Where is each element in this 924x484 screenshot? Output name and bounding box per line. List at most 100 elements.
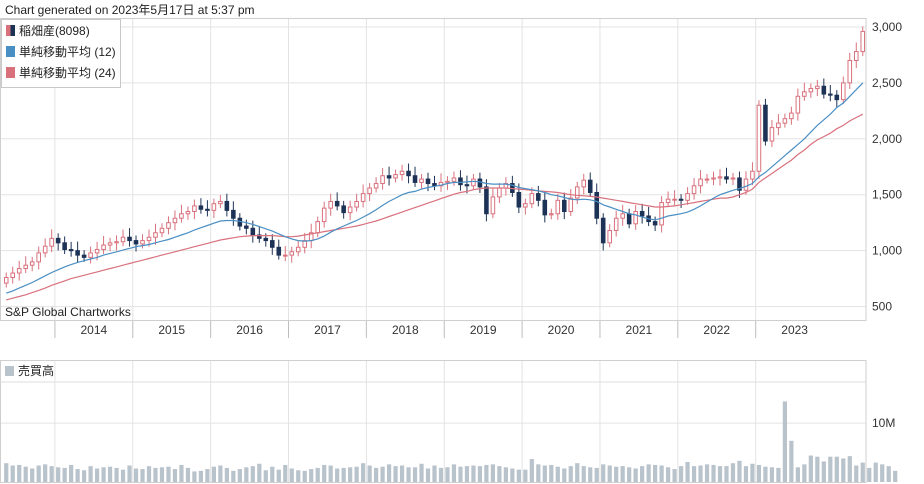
candle: [406, 170, 411, 177]
volume-bar: [218, 465, 223, 482]
candle: [529, 193, 535, 205]
candle: [497, 187, 502, 198]
volume-bar: [523, 469, 528, 482]
candle: [94, 249, 100, 254]
candle: [568, 197, 574, 213]
y-tick-label-500: 500: [872, 300, 892, 314]
volume-bar: [665, 467, 671, 482]
candle: [795, 95, 801, 114]
legend-item-sma12[interactable]: 単純移動平均 (12): [2, 41, 120, 62]
candle: [717, 176, 723, 179]
volume-bar: [529, 459, 534, 482]
volume-bar: [88, 466, 93, 482]
x-tick-label-2017: 2017: [314, 323, 341, 337]
volume-bar: [43, 464, 48, 482]
volume-bar: [224, 467, 229, 482]
volume-bar: [367, 465, 372, 482]
volume-bar: [62, 467, 67, 482]
volume-bar: [802, 464, 807, 482]
candle: [36, 252, 41, 263]
volume-bar: [283, 464, 288, 482]
volume-bar: [17, 464, 22, 482]
candle: [321, 207, 327, 223]
volume-bar: [309, 469, 314, 482]
volume-bar: [250, 466, 255, 482]
volume-bar: [445, 467, 450, 482]
candle: [3, 276, 9, 284]
volume-bar: [412, 467, 418, 482]
candle: [620, 213, 625, 219]
candle: [789, 112, 794, 120]
candle: [477, 178, 483, 188]
volume-bar: [867, 467, 872, 482]
volume-bar: [672, 469, 677, 482]
volume-bar: [549, 464, 554, 482]
volume-bar: [497, 466, 502, 482]
volume-bar: [653, 464, 658, 482]
volume-bar: [296, 470, 301, 482]
volume-bar: [4, 463, 9, 482]
candle: [354, 200, 359, 208]
volume-bar: [393, 466, 398, 482]
volume-bar: [756, 464, 762, 482]
volume-series: [4, 401, 898, 482]
candle: [81, 254, 87, 258]
volume-bar: [399, 465, 405, 482]
volume-bar: [503, 467, 508, 482]
candle: [574, 186, 580, 199]
volume-bar: [880, 464, 885, 482]
candle: [55, 237, 61, 244]
volume-bar: [477, 466, 483, 482]
candle: [743, 178, 749, 191]
candle: [250, 227, 256, 236]
volume-bar: [588, 467, 593, 482]
candle: [172, 217, 178, 224]
volume-bar: [828, 456, 833, 482]
x-tick-label-2021: 2021: [626, 323, 653, 337]
candle: [750, 170, 755, 180]
candle: [419, 178, 424, 183]
volume-bar: [172, 469, 178, 482]
candle: [445, 180, 450, 183]
candle: [282, 254, 288, 257]
candle: [133, 240, 139, 245]
volume-bar: [146, 466, 152, 482]
volume-bar: [847, 456, 852, 482]
candle: [10, 272, 16, 278]
candle: [269, 240, 275, 248]
candle: [412, 175, 418, 183]
volume-bar: [724, 466, 729, 482]
candle: [652, 221, 658, 226]
candle: [828, 93, 833, 96]
candle: [185, 211, 191, 215]
volume-bar: [153, 467, 158, 482]
volume-bar: [542, 465, 547, 482]
candle: [536, 193, 541, 201]
candle: [815, 85, 820, 89]
candle: [166, 222, 171, 229]
volume-bar: [893, 470, 898, 482]
volume-bar: [386, 464, 392, 482]
volume-bar: [516, 469, 521, 482]
volume-bar: [614, 466, 619, 482]
volume-y-tick-label: 10M: [872, 416, 895, 430]
volume-bar: [120, 469, 126, 482]
volume-bar: [769, 467, 775, 482]
candle: [561, 199, 567, 213]
volume-bar: [127, 465, 132, 482]
volume-bar: [704, 464, 710, 482]
volume-bar: [821, 461, 826, 482]
volume-panel-frame: [0, 360, 867, 483]
data-source-credit: S&P Global Chartworks: [5, 305, 131, 319]
volume-bar: [886, 466, 891, 482]
volume-bar: [750, 463, 755, 482]
legend-item-price[interactable]: 稲畑産(8098): [2, 20, 120, 41]
candle: [153, 232, 158, 238]
legend-item-sma24[interactable]: 単純移動平均 (24): [2, 62, 120, 83]
volume-bar: [484, 464, 489, 482]
volume-bar: [659, 465, 664, 482]
volume-bar: [328, 465, 333, 482]
candle: [29, 261, 35, 266]
volume-bar: [594, 467, 599, 482]
